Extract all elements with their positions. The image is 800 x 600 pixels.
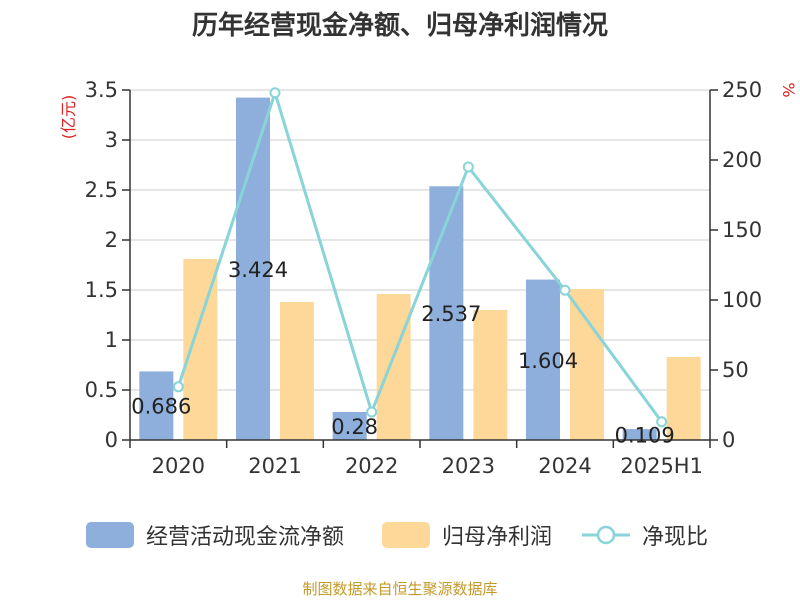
chart-title: 历年经营现金净额、归母净利润情况 bbox=[192, 10, 608, 41]
right-tick-label-2: 100 bbox=[722, 288, 762, 312]
bar-cashflow-2025H1 bbox=[622, 429, 657, 440]
left-tick-label-6: 3 bbox=[105, 128, 118, 152]
data-source: 制图数据来自恒生聚源数据库 bbox=[302, 580, 497, 598]
data-label-cashflow-2024: 1.604 bbox=[518, 349, 578, 373]
legend-item-cashflow[interactable]: 经营活动现金流净额 bbox=[86, 522, 344, 550]
data-label-cashflow-2022: 0.28 bbox=[331, 415, 378, 439]
left-tick-label-4: 2 bbox=[105, 228, 118, 252]
data-label-cashflow-2020: 0.686 bbox=[131, 395, 191, 419]
legend-label-ratio: 净现比 bbox=[642, 525, 708, 550]
left-tick-label-7: 3.5 bbox=[85, 78, 118, 102]
bar-cashflow-2023 bbox=[429, 186, 464, 440]
data-label-cashflow-2021: 3.424 bbox=[228, 258, 288, 282]
right-tick-label-0: 0 bbox=[722, 428, 735, 452]
legend-label-profit: 归母净利润 bbox=[442, 525, 552, 550]
x-tick-label-2020: 2020 bbox=[152, 454, 205, 478]
legend-swatch-cashflow bbox=[86, 522, 134, 548]
left-axis-unit: (亿元) bbox=[59, 95, 78, 140]
left-tick-label-0: 0 bbox=[105, 428, 118, 452]
ratio-point-2022 bbox=[366, 406, 378, 418]
x-tick-label-2024: 2024 bbox=[538, 454, 591, 478]
legend-marker-ratio bbox=[596, 525, 616, 545]
ratio-point-2025H1 bbox=[656, 416, 668, 428]
data-label-cashflow-2025H1: 0.109 bbox=[615, 424, 675, 448]
legend: 经营活动现金流净额 归母净利润 净现比 bbox=[86, 522, 708, 550]
ratio-point-2021 bbox=[269, 87, 281, 99]
x-tick-label-2025H1: 2025H1 bbox=[620, 454, 703, 478]
bar-cashflow-2020 bbox=[139, 371, 174, 440]
ratio-point-2023 bbox=[462, 161, 474, 173]
right-tick-label-4: 200 bbox=[722, 148, 762, 172]
legend-swatch-profit bbox=[382, 522, 430, 548]
data-label-cashflow-2023: 2.537 bbox=[421, 302, 481, 326]
ratio-line-layer bbox=[172, 87, 668, 428]
x-tick-label-2022: 2022 bbox=[345, 454, 398, 478]
data-labels-layer: 0.686 3.424 0.28 2.537 1.604 0.109 bbox=[131, 258, 674, 448]
bar-cashflow-2021 bbox=[236, 97, 270, 440]
bar-cashflow-2022 bbox=[332, 412, 367, 440]
x-tick-label-2021: 2021 bbox=[248, 454, 301, 478]
bar-cashflow-2024 bbox=[526, 279, 560, 440]
right-tick-label-3: 150 bbox=[722, 218, 762, 242]
bar-profit-2023 bbox=[473, 310, 508, 440]
right-tick-label-5: 250 bbox=[722, 78, 762, 102]
bar-profit-2022 bbox=[376, 294, 411, 440]
ratio-line bbox=[176, 91, 663, 423]
bars-layer bbox=[139, 97, 701, 440]
left-tick-label-5: 2.5 bbox=[85, 178, 118, 202]
ratio-point-2024 bbox=[559, 284, 571, 296]
left-tick-label-2: 1 bbox=[105, 328, 118, 352]
x-tick-label-2023: 2023 bbox=[442, 454, 495, 478]
right-axis-unit: % bbox=[779, 82, 798, 97]
bar-profit-2024 bbox=[570, 289, 604, 440]
left-tick-label-1: 0.5 bbox=[85, 378, 118, 402]
ratio-point-2020 bbox=[172, 381, 184, 393]
axes-layer: 0 0.5 1 1.5 2 2.5 3 3.5 0 50 100 150 200 250 2020 2021 2… bbox=[85, 78, 763, 478]
legend-label-cashflow: 经营活动现金流净额 bbox=[146, 525, 344, 550]
legend-item-profit[interactable]: 归母净利润 bbox=[382, 522, 552, 550]
bar-profit-2021 bbox=[280, 302, 314, 440]
right-tick-label-1: 50 bbox=[722, 358, 749, 382]
left-tick-label-3: 1.5 bbox=[85, 278, 118, 302]
bar-profit-2025H1 bbox=[666, 357, 701, 440]
legend-item-ratio[interactable]: 净现比 bbox=[582, 525, 708, 550]
